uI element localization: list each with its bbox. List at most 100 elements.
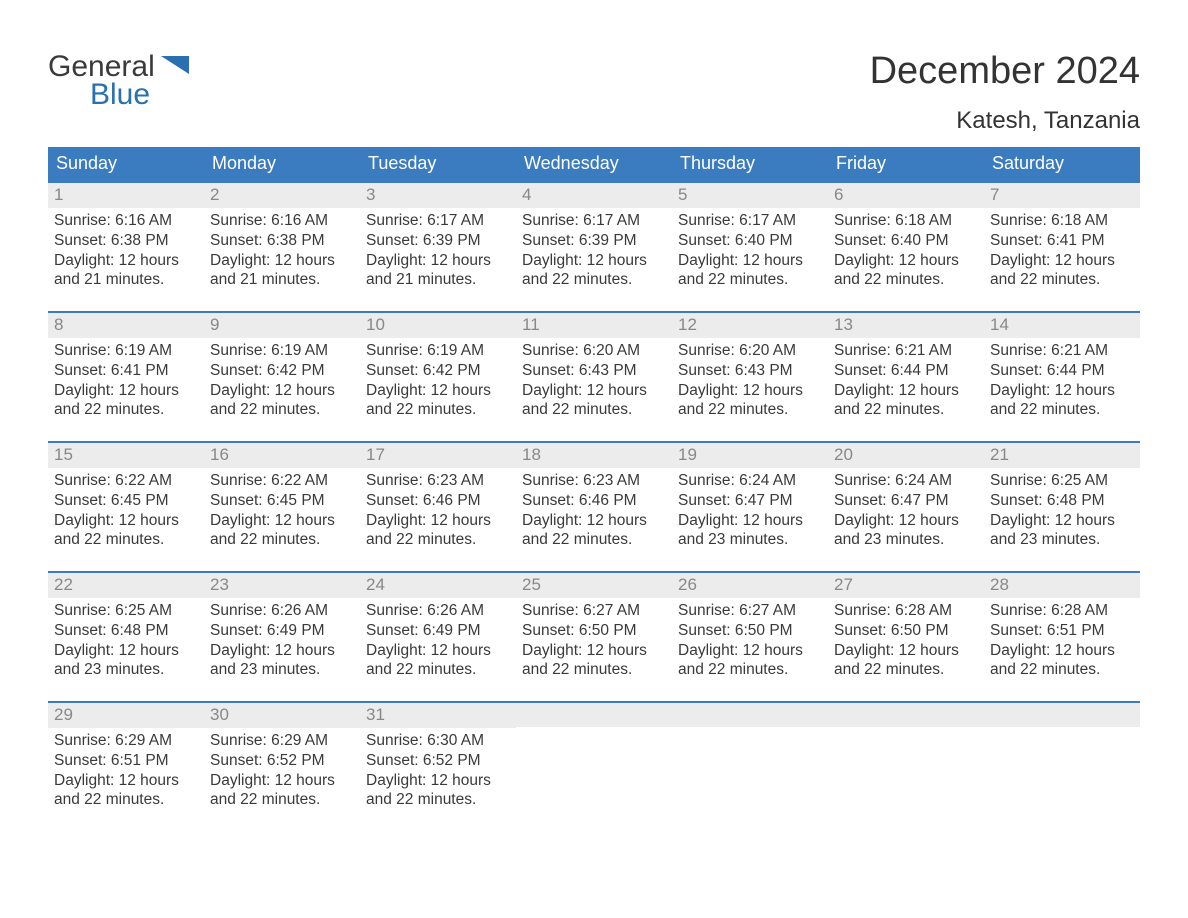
daylight-line-2: and 22 minutes. — [210, 790, 354, 810]
day-number: 6 — [828, 183, 984, 208]
daylight-line-1: Daylight: 12 hours — [678, 381, 822, 401]
day-cell: 17Sunrise: 6:23 AMSunset: 6:46 PMDayligh… — [360, 443, 516, 571]
sunset-line: Sunset: 6:41 PM — [54, 361, 198, 381]
sunrise-line: Sunrise: 6:30 AM — [366, 731, 510, 751]
day-cell: 27Sunrise: 6:28 AMSunset: 6:50 PMDayligh… — [828, 573, 984, 701]
daylight-line-1: Daylight: 12 hours — [834, 251, 978, 271]
daylight-line-2: and 23 minutes. — [834, 530, 978, 550]
day-content: Sunrise: 6:29 AMSunset: 6:51 PMDaylight:… — [48, 728, 204, 814]
daylight-line-1: Daylight: 12 hours — [54, 251, 198, 271]
daylight-line-1: Daylight: 12 hours — [210, 641, 354, 661]
daylight-line-2: and 22 minutes. — [366, 530, 510, 550]
daylight-line-2: and 21 minutes. — [54, 270, 198, 290]
daylight-line-2: and 22 minutes. — [210, 400, 354, 420]
daylight-line-1: Daylight: 12 hours — [54, 381, 198, 401]
sunrise-line: Sunrise: 6:21 AM — [834, 341, 978, 361]
day-content: Sunrise: 6:17 AMSunset: 6:39 PMDaylight:… — [516, 208, 672, 294]
day-number: 15 — [48, 443, 204, 468]
day-cell — [984, 703, 1140, 831]
daylight-line-1: Daylight: 12 hours — [366, 511, 510, 531]
day-number: 16 — [204, 443, 360, 468]
day-cell: 20Sunrise: 6:24 AMSunset: 6:47 PMDayligh… — [828, 443, 984, 571]
daylight-line-1: Daylight: 12 hours — [210, 771, 354, 791]
daylight-line-1: Daylight: 12 hours — [990, 251, 1134, 271]
sunset-line: Sunset: 6:48 PM — [54, 621, 198, 641]
week-row: 29Sunrise: 6:29 AMSunset: 6:51 PMDayligh… — [48, 701, 1140, 831]
weekday-cell: Sunday — [48, 147, 204, 181]
day-number: 4 — [516, 183, 672, 208]
day-cell: 16Sunrise: 6:22 AMSunset: 6:45 PMDayligh… — [204, 443, 360, 571]
weeks-container: 1Sunrise: 6:16 AMSunset: 6:38 PMDaylight… — [48, 181, 1140, 831]
sunrise-line: Sunrise: 6:28 AM — [834, 601, 978, 621]
daylight-line-1: Daylight: 12 hours — [366, 381, 510, 401]
day-content: Sunrise: 6:20 AMSunset: 6:43 PMDaylight:… — [516, 338, 672, 424]
daylight-line-2: and 22 minutes. — [366, 400, 510, 420]
empty-day-bar — [516, 703, 672, 727]
day-number: 30 — [204, 703, 360, 728]
daylight-line-1: Daylight: 12 hours — [366, 771, 510, 791]
sunrise-line: Sunrise: 6:27 AM — [522, 601, 666, 621]
daylight-line-2: and 21 minutes. — [210, 270, 354, 290]
day-cell: 21Sunrise: 6:25 AMSunset: 6:48 PMDayligh… — [984, 443, 1140, 571]
sunrise-line: Sunrise: 6:18 AM — [990, 211, 1134, 231]
day-number: 25 — [516, 573, 672, 598]
sunset-line: Sunset: 6:38 PM — [210, 231, 354, 251]
empty-day-bar — [672, 703, 828, 727]
sunset-line: Sunset: 6:50 PM — [522, 621, 666, 641]
week-row: 22Sunrise: 6:25 AMSunset: 6:48 PMDayligh… — [48, 571, 1140, 701]
daylight-line-1: Daylight: 12 hours — [834, 641, 978, 661]
sunset-line: Sunset: 6:50 PM — [678, 621, 822, 641]
day-number: 23 — [204, 573, 360, 598]
day-content: Sunrise: 6:17 AMSunset: 6:40 PMDaylight:… — [672, 208, 828, 294]
day-number: 26 — [672, 573, 828, 598]
sunrise-line: Sunrise: 6:22 AM — [210, 471, 354, 491]
day-number: 27 — [828, 573, 984, 598]
sunrise-line: Sunrise: 6:20 AM — [522, 341, 666, 361]
day-cell: 30Sunrise: 6:29 AMSunset: 6:52 PMDayligh… — [204, 703, 360, 831]
sunrise-line: Sunrise: 6:16 AM — [210, 211, 354, 231]
day-cell — [828, 703, 984, 831]
sunrise-line: Sunrise: 6:24 AM — [834, 471, 978, 491]
day-number: 24 — [360, 573, 516, 598]
day-content: Sunrise: 6:23 AMSunset: 6:46 PMDaylight:… — [516, 468, 672, 554]
day-cell: 11Sunrise: 6:20 AMSunset: 6:43 PMDayligh… — [516, 313, 672, 441]
sunset-line: Sunset: 6:43 PM — [678, 361, 822, 381]
daylight-line-2: and 22 minutes. — [678, 270, 822, 290]
day-content: Sunrise: 6:28 AMSunset: 6:50 PMDaylight:… — [828, 598, 984, 684]
daylight-line-1: Daylight: 12 hours — [54, 641, 198, 661]
day-number: 31 — [360, 703, 516, 728]
daylight-line-1: Daylight: 12 hours — [54, 511, 198, 531]
day-content: Sunrise: 6:19 AMSunset: 6:42 PMDaylight:… — [360, 338, 516, 424]
sunset-line: Sunset: 6:45 PM — [54, 491, 198, 511]
day-cell: 15Sunrise: 6:22 AMSunset: 6:45 PMDayligh… — [48, 443, 204, 571]
week-row: 1Sunrise: 6:16 AMSunset: 6:38 PMDaylight… — [48, 181, 1140, 311]
day-number: 8 — [48, 313, 204, 338]
empty-day-bar — [828, 703, 984, 727]
daylight-line-1: Daylight: 12 hours — [366, 251, 510, 271]
day-number: 10 — [360, 313, 516, 338]
daylight-line-1: Daylight: 12 hours — [990, 381, 1134, 401]
sunrise-line: Sunrise: 6:21 AM — [990, 341, 1134, 361]
sunset-line: Sunset: 6:42 PM — [210, 361, 354, 381]
daylight-line-2: and 22 minutes. — [54, 530, 198, 550]
daylight-line-1: Daylight: 12 hours — [678, 641, 822, 661]
day-cell — [516, 703, 672, 831]
daylight-line-2: and 22 minutes. — [678, 400, 822, 420]
daylight-line-2: and 22 minutes. — [366, 790, 510, 810]
daylight-line-2: and 23 minutes. — [990, 530, 1134, 550]
sunset-line: Sunset: 6:46 PM — [366, 491, 510, 511]
day-cell: 24Sunrise: 6:26 AMSunset: 6:49 PMDayligh… — [360, 573, 516, 701]
day-cell: 6Sunrise: 6:18 AMSunset: 6:40 PMDaylight… — [828, 183, 984, 311]
day-content: Sunrise: 6:25 AMSunset: 6:48 PMDaylight:… — [984, 468, 1140, 554]
day-content: Sunrise: 6:25 AMSunset: 6:48 PMDaylight:… — [48, 598, 204, 684]
daylight-line-2: and 23 minutes. — [54, 660, 198, 680]
day-cell: 7Sunrise: 6:18 AMSunset: 6:41 PMDaylight… — [984, 183, 1140, 311]
sunrise-line: Sunrise: 6:19 AM — [366, 341, 510, 361]
day-cell: 22Sunrise: 6:25 AMSunset: 6:48 PMDayligh… — [48, 573, 204, 701]
daylight-line-1: Daylight: 12 hours — [678, 511, 822, 531]
daylight-line-1: Daylight: 12 hours — [210, 381, 354, 401]
day-cell: 29Sunrise: 6:29 AMSunset: 6:51 PMDayligh… — [48, 703, 204, 831]
day-cell: 26Sunrise: 6:27 AMSunset: 6:50 PMDayligh… — [672, 573, 828, 701]
day-content: Sunrise: 6:24 AMSunset: 6:47 PMDaylight:… — [828, 468, 984, 554]
month-title: December 2024 — [870, 50, 1140, 93]
